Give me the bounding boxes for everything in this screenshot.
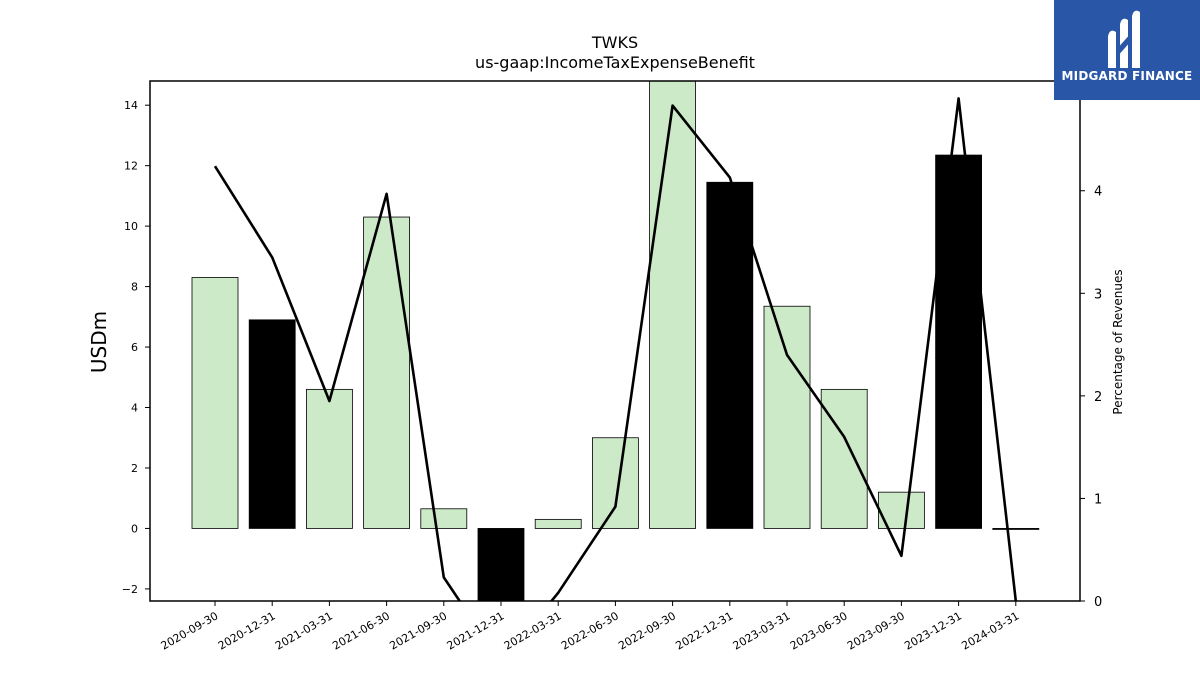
y2-tick-label: 1 xyxy=(1094,492,1102,507)
bar xyxy=(534,518,582,529)
x-tick-label: 2021-12-31 xyxy=(445,609,507,652)
x-tick-label: 2023-09-30 xyxy=(845,609,907,652)
y2-tick-label: 0 xyxy=(1094,595,1102,610)
x-tick-label: 2021-06-30 xyxy=(330,609,392,652)
logo-mark-icon xyxy=(1108,10,1140,68)
x-tick-label: 2022-03-31 xyxy=(502,609,564,652)
x-tick-label: 2020-09-30 xyxy=(159,609,221,652)
y-tick-label: 4 xyxy=(131,402,138,415)
y2-axis-label: Percentage of Revenues xyxy=(1111,269,1125,414)
y-axis-label: USDm xyxy=(87,311,111,373)
x-tick-label: 2021-03-31 xyxy=(273,609,335,652)
x-tick-label: 2023-12-31 xyxy=(902,609,964,652)
x-tick-label: 2020-12-31 xyxy=(216,609,278,652)
x-tick-label: 2023-06-30 xyxy=(788,609,850,652)
y-tick-label: 10 xyxy=(124,220,138,233)
bar xyxy=(992,528,1040,530)
y-tick-label: 6 xyxy=(131,341,138,354)
y-tick-label: 2 xyxy=(131,462,138,475)
y2-tick-label: 4 xyxy=(1094,185,1102,200)
y-tick-label: 14 xyxy=(124,99,138,112)
y-tick-label: 8 xyxy=(131,281,138,294)
x-tick-label: 2022-09-30 xyxy=(616,609,678,652)
plot-layer: −2024681012140123452020-09-302020-12-312… xyxy=(122,80,1102,653)
x-tick-label: 2022-12-31 xyxy=(673,609,735,652)
bar xyxy=(477,528,525,601)
y2-tick-label: 2 xyxy=(1094,390,1102,405)
bar xyxy=(592,437,639,529)
bar xyxy=(248,319,296,529)
chart-subtitle: us-gaap:IncomeTaxExpenseBenefit xyxy=(475,53,755,72)
x-tick-label: 2024-03-31 xyxy=(959,609,1021,652)
bar xyxy=(706,181,754,529)
y-tick-label: −2 xyxy=(122,583,138,596)
logo-text: MIDGARD FINANCE xyxy=(1061,69,1193,83)
bar xyxy=(935,154,982,529)
bar xyxy=(420,508,468,529)
series-line xyxy=(213,97,1018,601)
bar xyxy=(363,216,411,529)
x-tick-label: 2023-03-31 xyxy=(731,609,793,652)
brand-logo: MIDGARD FINANCE xyxy=(1054,0,1200,100)
y-tick-label: 12 xyxy=(124,160,138,173)
bar xyxy=(191,277,239,529)
bar xyxy=(820,388,868,529)
y-tick-label: 0 xyxy=(131,522,138,535)
bar xyxy=(763,305,811,529)
x-tick-label: 2022-06-30 xyxy=(559,609,621,652)
bar xyxy=(305,388,353,529)
y2-tick-label: 3 xyxy=(1094,287,1102,302)
bar xyxy=(649,81,696,529)
chart-title: TWKS xyxy=(591,33,638,52)
x-tick-label: 2021-09-30 xyxy=(387,609,449,652)
